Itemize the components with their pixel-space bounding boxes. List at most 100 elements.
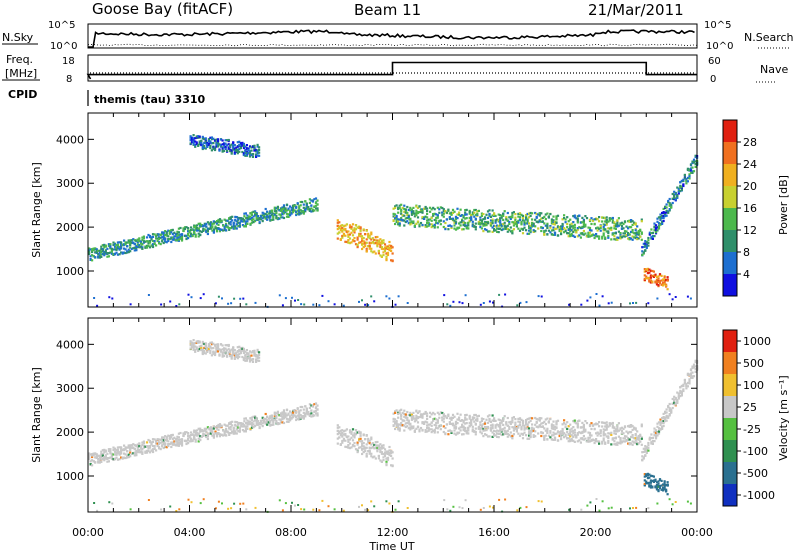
velocity-cell: [502, 424, 504, 426]
velocity-cell: [641, 425, 643, 427]
velocity-cell: [574, 429, 576, 431]
power-cell: [304, 200, 306, 202]
power-cell: [687, 296, 689, 298]
velocity-cell: [258, 351, 260, 353]
power-cell: [360, 226, 362, 228]
power-cell: [155, 244, 157, 246]
power-cell: [577, 218, 579, 220]
velocity-cell: [598, 440, 600, 442]
power-cell: [148, 294, 150, 296]
power-panel-bg: [88, 113, 697, 307]
velocity-cell: [502, 420, 504, 422]
power-cell: [282, 304, 284, 306]
velocity-cell: [569, 424, 571, 426]
velocity-cell: [200, 345, 202, 347]
velocity-cell: [446, 423, 448, 425]
power-cell: [388, 298, 390, 300]
power-cell: [141, 248, 143, 250]
power-cell: [398, 295, 400, 297]
power-cell: [502, 215, 504, 217]
power-cell: [472, 221, 474, 223]
power-cell: [357, 244, 359, 246]
power-cell: [361, 299, 363, 301]
power-cell: [361, 235, 363, 237]
velocity-cell: [641, 438, 643, 440]
power-cell: [347, 230, 349, 232]
power-cell: [522, 217, 524, 219]
power-cell: [466, 217, 468, 219]
power-cell: [106, 248, 108, 250]
power-cell: [213, 231, 215, 233]
power-cell: [574, 236, 576, 238]
velocity-cell: [307, 411, 309, 413]
velocity-cell: [612, 422, 614, 424]
velocity-cell: [604, 442, 606, 444]
power-cell: [257, 144, 259, 146]
power-cell: [688, 175, 690, 177]
velocity-cell: [363, 442, 365, 444]
power-cell: [246, 223, 248, 225]
velocity-cell: [574, 420, 576, 422]
y-tick-label: 4000: [56, 133, 84, 146]
power-cell: [309, 202, 311, 204]
velocity-cell: [421, 417, 423, 419]
velocity-cell: [406, 411, 408, 413]
velocity-cell: [485, 419, 487, 421]
velocity-cell: [167, 440, 169, 442]
power-cell: [298, 207, 300, 209]
velocity-cell: [537, 432, 539, 434]
power-cell: [239, 298, 241, 300]
power-cell: [616, 239, 618, 241]
velocity-cell: [522, 420, 524, 422]
velocity-cell: [431, 425, 433, 427]
power-cell: [493, 212, 495, 214]
power-cell: [382, 239, 384, 241]
power-cell: [195, 236, 197, 238]
power-cell: [230, 302, 232, 304]
power-cell: [258, 155, 260, 157]
power-cell: [417, 216, 419, 218]
velocity-cell: [590, 428, 592, 430]
velocity-cell: [275, 415, 277, 417]
power-cell: [543, 222, 545, 224]
power-cell: [143, 237, 145, 239]
power-cell: [231, 219, 233, 221]
velocity-cell: [554, 437, 556, 439]
power-cell: [530, 230, 532, 232]
power-cell: [209, 145, 211, 147]
velocity-cell: [353, 442, 355, 444]
velocity-cell: [207, 438, 209, 440]
power-cell: [672, 202, 674, 204]
velocity-cell: [647, 442, 649, 444]
power-cell: [610, 229, 612, 231]
velocity-cell: [209, 350, 211, 352]
velocity-cell: [517, 433, 519, 435]
freq-line: [88, 63, 697, 80]
velocity-cell: [514, 424, 516, 426]
velocity-cell: [492, 414, 494, 416]
power-cell: [246, 220, 248, 222]
velocity-cell: [106, 453, 108, 455]
power-cell: [438, 208, 440, 210]
velocity-cell: [572, 436, 574, 438]
power-cell: [603, 232, 605, 234]
power-cell: [252, 153, 254, 155]
velocity-cell: [384, 448, 386, 450]
power-cell: [460, 224, 462, 226]
velocity-cell: [495, 420, 497, 422]
velocity-cell: [647, 444, 649, 446]
velocity-cell: [403, 429, 405, 431]
velocity-cell: [429, 416, 431, 418]
power-cell: [647, 302, 649, 304]
power-cell: [531, 218, 533, 220]
velocity-cell: [438, 413, 440, 415]
power-cell: [463, 228, 465, 230]
freq-label-line1: Freq.: [6, 53, 33, 66]
velocity-cell: [540, 417, 542, 419]
power-cell: [243, 143, 245, 145]
power-cell: [586, 217, 588, 219]
power-cell: [600, 225, 602, 227]
velocity-cell: [615, 437, 617, 439]
velocity-cell: [478, 415, 480, 417]
